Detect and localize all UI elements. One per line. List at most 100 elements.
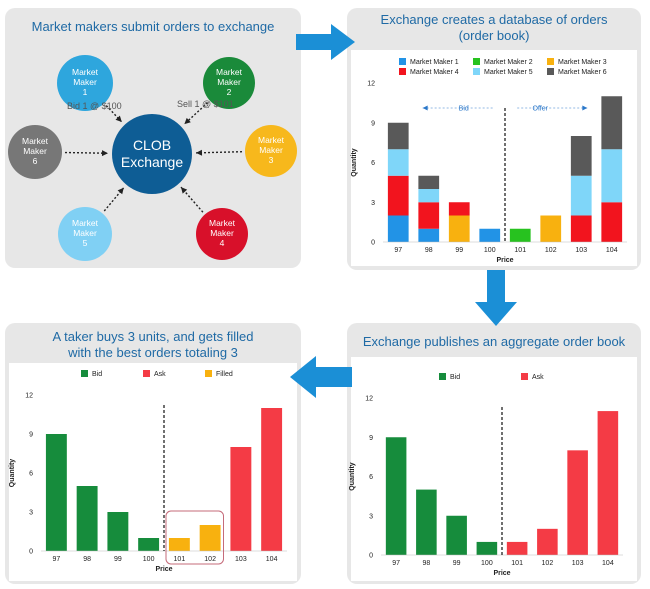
legend-swatch xyxy=(547,68,554,75)
bid-order-label: Bid 1 @ $100 xyxy=(67,101,122,111)
legend-label: Ask xyxy=(154,371,166,378)
arrowhead-icon xyxy=(180,187,188,194)
bar-98 xyxy=(76,486,98,551)
panel-title: Market makers submit orders to exchange xyxy=(31,19,275,34)
market-maker-label: 4 xyxy=(220,238,225,248)
arrow-down-icon xyxy=(475,270,517,326)
market-maker-label: Maker xyxy=(23,146,47,156)
y-tick-label: 6 xyxy=(369,474,373,481)
market-maker-node-3 xyxy=(245,125,297,177)
y-tick-label: 6 xyxy=(371,160,375,167)
arrow-right-icon xyxy=(582,105,588,111)
bar-101 xyxy=(509,228,531,242)
arrowhead-icon xyxy=(195,149,203,156)
y-tick-label: 3 xyxy=(369,513,373,520)
bar-102 xyxy=(537,528,558,555)
arrowhead-icon xyxy=(115,115,122,122)
bar-104 xyxy=(601,96,623,150)
market-maker-label: Market xyxy=(72,218,99,228)
x-axis-label: Price xyxy=(493,570,510,577)
panel-title-line2: (order book) xyxy=(458,28,530,43)
x-tick-label: 103 xyxy=(572,560,584,567)
offer-annotation: Offer xyxy=(533,106,549,113)
arrow-left-icon xyxy=(422,105,428,111)
bar-103 xyxy=(570,215,592,242)
y-tick-label: 6 xyxy=(29,471,33,478)
legend-swatch xyxy=(205,370,212,377)
x-tick-label: 100 xyxy=(484,247,496,254)
bar-104 xyxy=(261,408,283,551)
arrowhead-icon xyxy=(101,150,109,157)
bar-103 xyxy=(570,175,592,216)
market-maker-label: Maker xyxy=(217,77,241,87)
legend-swatch xyxy=(81,370,88,377)
bar-104 xyxy=(601,149,623,203)
market-maker-label: 1 xyxy=(83,87,88,97)
market-maker-label: 3 xyxy=(269,155,274,165)
panel-order-book: Exchange creates a database of orders (o… xyxy=(347,8,641,270)
legend-label: Ask xyxy=(532,374,544,381)
market-maker-node-2 xyxy=(203,57,255,109)
bar-101 xyxy=(168,538,190,551)
legend-swatch xyxy=(473,58,480,65)
market-maker-label: Market xyxy=(258,135,285,145)
x-tick-label: 99 xyxy=(453,560,461,567)
legend-label: Bid xyxy=(92,371,102,378)
bar-103 xyxy=(570,136,592,176)
legend-label: Market Maker 2 xyxy=(484,59,533,66)
y-axis-label: Quantity xyxy=(9,459,16,487)
x-tick-label: 99 xyxy=(114,556,122,563)
bar-100 xyxy=(479,228,501,242)
bar-99 xyxy=(107,512,129,551)
market-maker-label: Maker xyxy=(259,145,283,155)
market-maker-label: 2 xyxy=(227,87,232,97)
bar-99 xyxy=(448,215,470,242)
bar-97 xyxy=(385,437,407,555)
arrowhead-icon xyxy=(184,117,191,125)
legend-label: Filled xyxy=(216,371,233,378)
y-tick-label: 0 xyxy=(369,553,373,560)
market-maker-node-6 xyxy=(8,125,62,179)
market-maker-label: Market xyxy=(72,67,99,77)
aggregate-chart: Bid Ask 0 3 6 9 12 Quantity 97 98 99 100 101 102 103 10… xyxy=(349,357,637,581)
x-tick-label: 102 xyxy=(545,247,557,254)
legend-swatch xyxy=(521,373,528,380)
connector-line xyxy=(180,186,204,213)
filled-orders-highlight xyxy=(165,510,224,565)
y-tick-label: 12 xyxy=(25,393,33,400)
y-tick-label: 0 xyxy=(371,240,375,247)
bar-97 xyxy=(387,175,409,216)
bar-104 xyxy=(597,411,619,555)
x-axis-label: Price xyxy=(496,257,513,264)
panel-title-line1: A taker buys 3 units, and gets filled xyxy=(52,329,254,344)
order-book-svg: Market Maker 1 Market Maker 2 Market Maker… xyxy=(351,58,627,264)
arrowhead-icon xyxy=(117,187,124,195)
connector-line xyxy=(183,102,209,125)
legend-label: Market Maker 3 xyxy=(558,59,607,66)
market-maker-node-1 xyxy=(57,55,113,111)
panel-title: A taker buys 3 units, and gets filled wi… xyxy=(5,329,301,361)
y-axis-label: Quantity xyxy=(351,148,358,176)
bar-97 xyxy=(387,215,409,242)
x-tick-label: 103 xyxy=(235,556,247,563)
bar-101 xyxy=(506,541,528,555)
y-tick-label: 9 xyxy=(371,120,375,127)
bar-100 xyxy=(476,541,498,555)
market-maker-label: Market xyxy=(209,218,236,228)
market-maker-label: Maker xyxy=(73,77,97,87)
panel-aggregate-book: Exchange publishes an aggregate order bo… xyxy=(347,323,641,584)
taker-chart: Bid Ask Filled 0 3 6 9 12 Quantity 97 98 99 100 101 10… xyxy=(9,363,297,581)
sell-order-label: Sell 1 @ $101 xyxy=(177,99,234,109)
bar-98 xyxy=(416,489,437,555)
aggregate-svg: Bid Ask 0 3 6 9 12 Quantity 97 98 99 100 101 102 103 10… xyxy=(349,373,623,577)
bar-97 xyxy=(387,149,409,176)
x-tick-label: 97 xyxy=(52,556,60,563)
bar-98 xyxy=(418,228,440,242)
market-maker-label: Market xyxy=(216,67,243,77)
bar-98 xyxy=(418,175,440,189)
bar-98 xyxy=(418,189,440,203)
legend-label: Market Maker 5 xyxy=(484,69,533,76)
bar-102 xyxy=(199,525,221,551)
x-tick-label: 101 xyxy=(514,247,526,254)
x-tick-label: 104 xyxy=(266,556,278,563)
